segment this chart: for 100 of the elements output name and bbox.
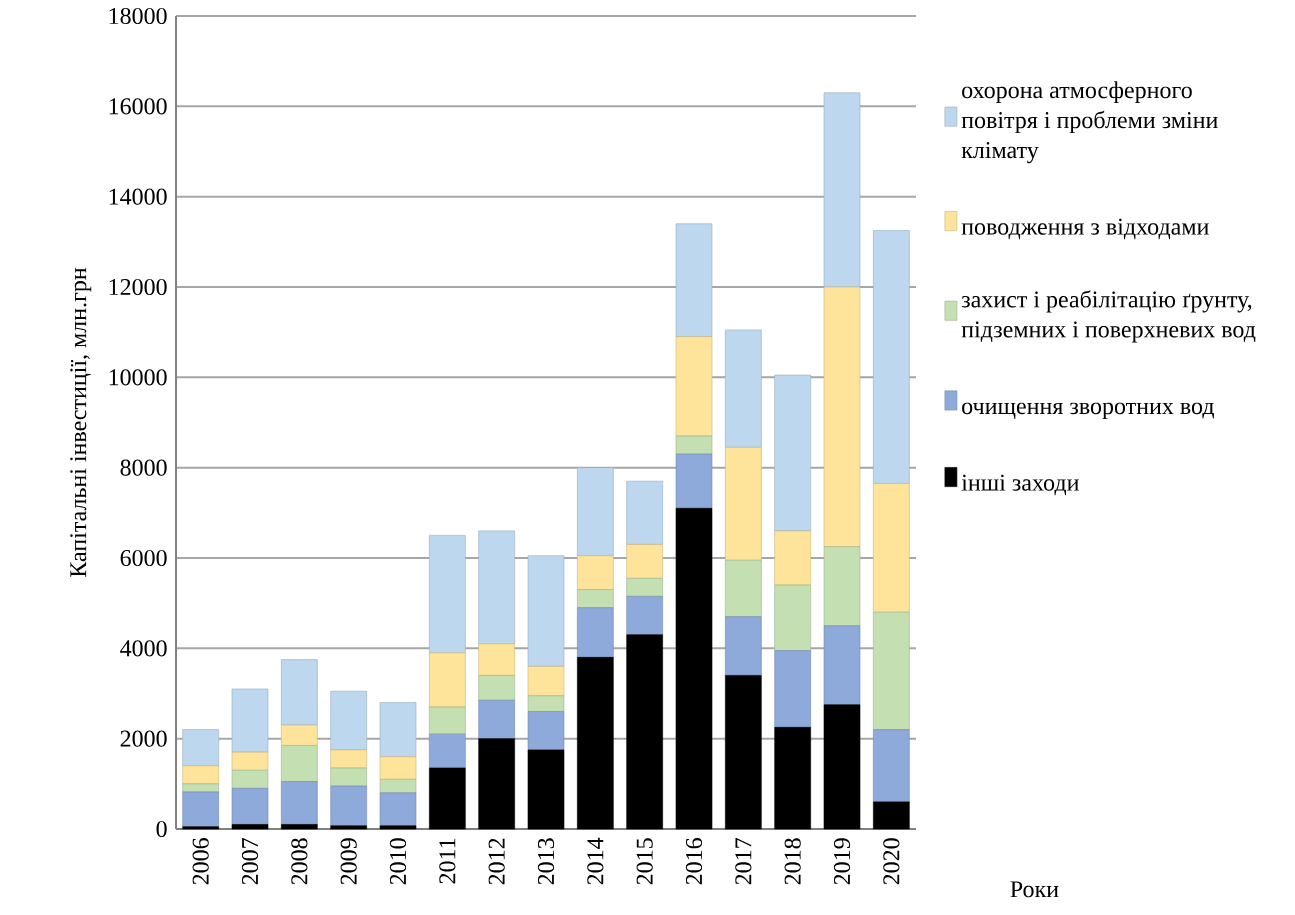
y-tick-label: 8000	[120, 459, 167, 476]
bar	[626, 578, 663, 597]
bar	[182, 826, 219, 830]
y-tick-label: 14000	[109, 188, 167, 205]
bar	[429, 706, 466, 735]
legend-label: захист і реабілітацію ґрунту, підземних і поверхневих вод	[961, 290, 1256, 343]
bar	[823, 704, 861, 830]
bar	[182, 791, 219, 828]
bar	[330, 749, 367, 769]
bar	[478, 738, 515, 830]
x-tick-label: 2019	[833, 838, 851, 885]
bar	[281, 781, 318, 825]
bar	[577, 589, 614, 608]
bar	[774, 530, 811, 586]
bar	[577, 607, 614, 658]
bar	[231, 824, 269, 830]
legend-label: очищення зворотних вод	[962, 402, 1214, 420]
x-tick-label: 2014	[587, 837, 604, 885]
x-tick-label: 2006	[192, 838, 209, 885]
y-axis-title: Капітальні інвестиції, млн.грн	[70, 267, 92, 578]
bar	[675, 435, 713, 455]
bar	[774, 584, 811, 651]
bar	[379, 756, 417, 780]
bar	[675, 508, 713, 830]
y-tick-label: 2000	[120, 730, 167, 747]
bar	[675, 453, 713, 509]
bar	[725, 616, 762, 676]
bar	[725, 675, 762, 830]
bar	[527, 695, 565, 712]
bar	[429, 535, 466, 654]
bar	[429, 733, 466, 769]
bar	[379, 702, 417, 758]
bar	[330, 825, 367, 830]
bar	[725, 447, 762, 561]
bar	[626, 544, 663, 579]
bar	[626, 480, 663, 545]
x-tick-label: 2011	[439, 838, 456, 884]
bar	[577, 467, 614, 557]
bar	[675, 336, 713, 437]
bar	[626, 596, 663, 636]
x-tick-label: 2008	[291, 838, 308, 885]
bar	[577, 555, 614, 590]
legend-label: інші заходи	[961, 474, 1079, 496]
bar	[429, 767, 466, 830]
bar	[231, 688, 269, 753]
bar	[330, 690, 367, 751]
bar	[182, 783, 219, 793]
x-tick-label: 2017	[735, 838, 752, 885]
x-tick-label: 2016	[685, 838, 703, 885]
bar	[823, 92, 861, 288]
bar	[823, 546, 861, 627]
bar	[873, 611, 910, 730]
bar	[281, 659, 318, 726]
bar	[281, 724, 318, 746]
bar	[379, 825, 417, 830]
bar	[774, 374, 811, 532]
legend-label: охорона атмосферного повітря і проблеми зміни клімату	[961, 81, 1218, 164]
bar	[527, 749, 565, 830]
bar	[182, 729, 219, 767]
bar	[873, 729, 910, 803]
bar	[379, 792, 417, 827]
bar	[330, 767, 367, 787]
bar	[231, 788, 269, 825]
x-tick-label: 2015	[636, 838, 653, 885]
bar	[823, 625, 861, 706]
y-tick-label: 4000	[120, 640, 167, 657]
y-tick-label: 12000	[109, 278, 167, 296]
y-tick-label: 0	[156, 820, 167, 838]
bar	[725, 329, 762, 448]
bar	[873, 483, 910, 613]
x-tick-label: 2013	[537, 838, 555, 885]
y-tick-label: 10000	[109, 369, 167, 386]
bar	[182, 765, 219, 785]
bar	[527, 666, 565, 697]
text: Роки	[1010, 881, 1059, 898]
bar	[379, 779, 417, 794]
bar	[281, 824, 318, 830]
bar	[725, 559, 762, 617]
x-tick-label: 2018	[784, 838, 801, 885]
bar	[577, 657, 614, 830]
x-tick-label: 2020	[883, 838, 900, 885]
legend-label: поводження з відходами	[961, 218, 1209, 240]
bar	[626, 634, 663, 830]
bar	[478, 643, 515, 676]
bar	[429, 652, 466, 708]
bar	[478, 530, 515, 645]
bar	[281, 745, 318, 782]
x-tick-label: 2007	[241, 838, 259, 885]
bar	[478, 699, 515, 739]
y-tick-label: 18000	[109, 7, 167, 25]
bar	[231, 769, 269, 789]
bar	[478, 675, 515, 701]
bar	[527, 555, 565, 667]
y-tick-label: 16000	[109, 98, 167, 115]
x-tick-label: 2012	[488, 838, 505, 885]
bar	[330, 785, 367, 827]
bar	[231, 751, 269, 771]
bar	[675, 223, 713, 337]
bar	[774, 727, 811, 830]
bar	[873, 801, 910, 830]
